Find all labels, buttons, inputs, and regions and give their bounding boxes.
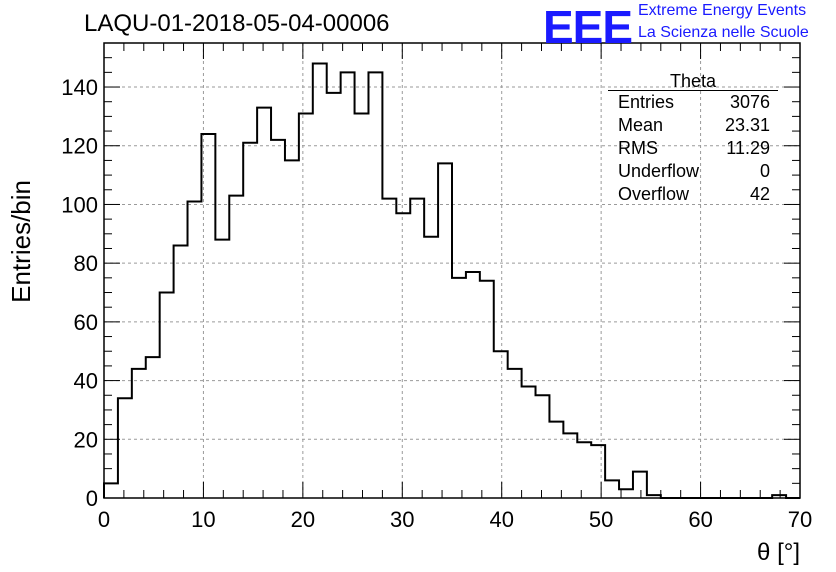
y-tick-label: 100 — [61, 192, 98, 217]
x-tick-label: 20 — [291, 507, 315, 532]
stats-label: Underflow — [618, 161, 700, 181]
stats-label: Overflow — [618, 184, 690, 204]
y-tick-label: 0 — [86, 486, 98, 511]
y-tick-label: 140 — [61, 75, 98, 100]
stats-row-overflow: Overflow 42 — [608, 183, 778, 206]
stats-row-underflow: Underflow 0 — [608, 160, 778, 183]
stats-value: 42 — [749, 184, 770, 204]
x-tick-label: 70 — [788, 507, 812, 532]
x-tick-label: 30 — [390, 507, 414, 532]
y-tick-label: 80 — [74, 251, 98, 276]
stats-value: 23.31 — [724, 115, 770, 135]
x-tick-label: 0 — [98, 507, 110, 532]
stats-value: 0 — [759, 161, 770, 181]
y-tick-label: 60 — [74, 310, 98, 335]
eee-logo: EEE — [543, 1, 633, 53]
x-tick-label: 40 — [489, 507, 513, 532]
stats-value: 11.29 — [726, 138, 770, 158]
stats-row-entries: Entries 3076 — [608, 91, 778, 114]
chart-title: LAQU-01-2018-05-04-00006 — [84, 10, 390, 37]
y-tick-label: 120 — [61, 134, 98, 159]
x-axis-label: θ [°] — [757, 539, 800, 566]
stats-box: Theta Entries 3076 Mean 23.31 RMS 11.29 … — [608, 70, 778, 206]
y-tick-label: 20 — [74, 427, 98, 452]
stats-label: Mean — [618, 115, 664, 135]
stats-title: Theta — [608, 70, 778, 91]
stats-label: RMS — [618, 138, 658, 158]
stats-row-mean: Mean 23.31 — [608, 114, 778, 137]
y-axis-label: Entries/bin — [6, 180, 36, 303]
stats-label: Entries — [618, 92, 675, 112]
stats-row-rms: RMS 11.29 — [608, 137, 778, 160]
plot-frame — [103, 42, 801, 499]
logo-line-2: La Scienza nelle Scuole — [638, 24, 809, 41]
y-tick-label: 40 — [74, 369, 98, 394]
stats-value: 3076 — [729, 92, 770, 112]
axis-ticks — [103, 42, 801, 499]
x-tick-label: 50 — [589, 507, 613, 532]
logo-line-1: Extreme Energy Events — [638, 2, 807, 19]
tick-labels: 0 10 20 30 40 50 60 70 0 20 40 60 80 100 120 140 — [61, 75, 812, 532]
x-tick-label: 10 — [191, 507, 215, 532]
x-tick-label: 60 — [688, 507, 712, 532]
histogram-line — [103, 62, 800, 499]
